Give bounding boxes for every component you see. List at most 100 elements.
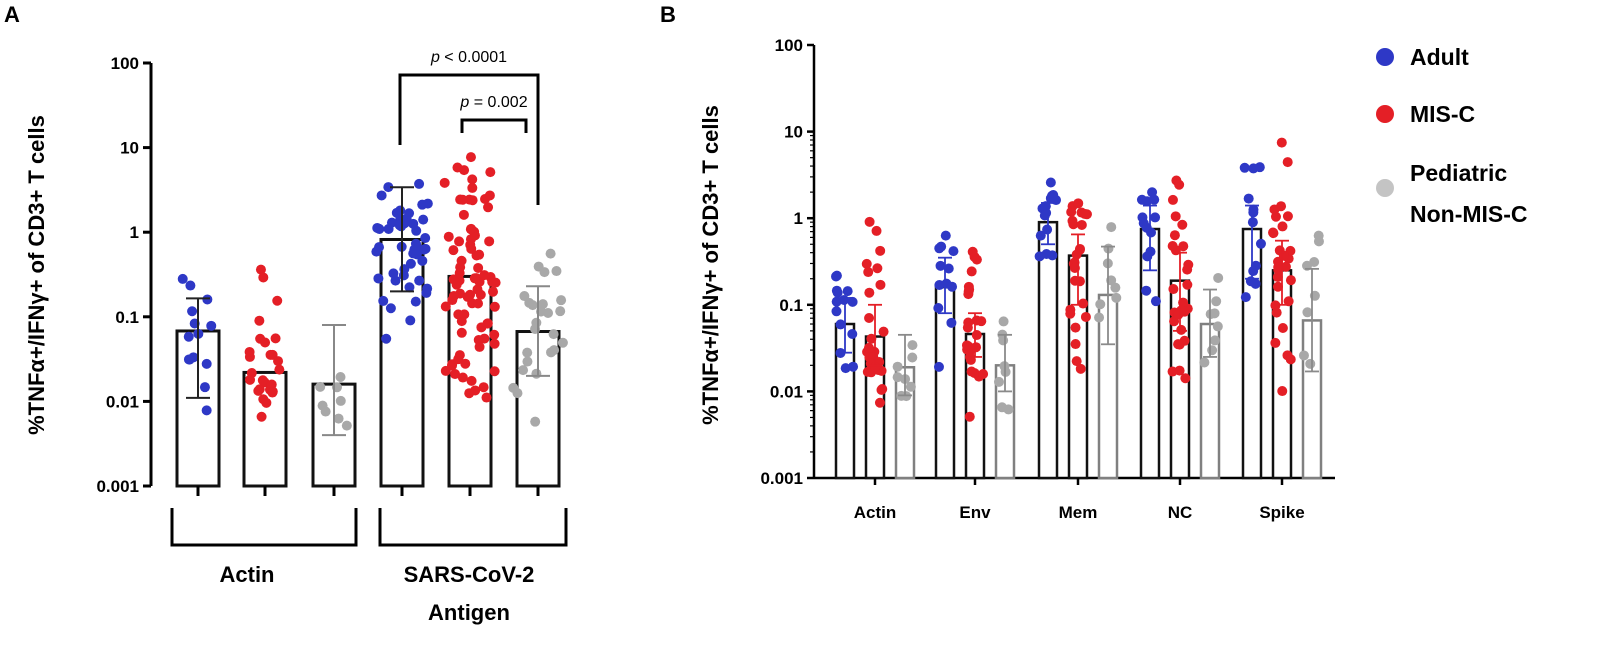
panel-a-label: A <box>4 2 20 27</box>
panel-b-point <box>907 352 918 363</box>
panel-b-point <box>1285 275 1296 286</box>
panel-a-point <box>479 270 490 281</box>
panel-a-point <box>335 372 346 383</box>
panel-a-point <box>374 242 385 253</box>
panel-b-point <box>934 243 945 254</box>
panel-a-point <box>489 338 500 349</box>
panel-a-point <box>201 405 212 416</box>
panel-a-point <box>469 273 480 284</box>
panel-a-y-tick-label: 100 <box>111 54 139 73</box>
panel-b-point <box>1255 238 1266 249</box>
panel-b-point <box>875 245 886 256</box>
panel-a-y-tick-label: 10 <box>120 139 139 158</box>
panel-b-point <box>1298 350 1309 361</box>
panel-a-point <box>185 280 196 291</box>
panel-a-point <box>333 413 344 424</box>
panel-b-point <box>1250 278 1261 289</box>
panel-a-group-bracket-actin <box>170 508 358 547</box>
panel-a-point <box>260 337 271 348</box>
panel-a-point <box>448 290 459 301</box>
panel-a-point <box>258 272 269 283</box>
panel-b-x-tick-label: NC <box>1168 503 1193 522</box>
panel-b-point <box>831 271 842 282</box>
panel-b-point <box>948 246 959 257</box>
panel-a-point <box>466 243 477 254</box>
panel-a-point <box>481 392 492 403</box>
panel-b-point <box>1150 212 1161 223</box>
panel-b-point <box>1243 193 1254 204</box>
panel-a-point <box>395 205 406 216</box>
panel-a-point <box>244 374 255 385</box>
panel-b-point <box>1248 266 1259 277</box>
panel-b-point <box>947 281 958 292</box>
panel-b-point <box>966 366 977 377</box>
panel-a-point <box>453 354 464 365</box>
panel-b-point <box>1076 219 1087 230</box>
panel-a-point <box>522 347 533 358</box>
panel-b-point <box>1167 194 1178 205</box>
panel-a-point <box>273 356 284 367</box>
panel-a-y-tick-label: 0.01 <box>106 392 139 411</box>
panel-a-point <box>482 318 493 329</box>
legend-pediatric-label-line1: Pediatric <box>1410 160 1507 186</box>
panel-b-point <box>1137 212 1148 223</box>
panel-a-y-tick-label: 0.001 <box>96 477 139 496</box>
panel-b-point <box>892 361 903 372</box>
panel-b-point <box>940 230 951 241</box>
panel-a-point <box>485 167 496 178</box>
panel-b-point <box>1168 284 1179 295</box>
panel-b-point <box>1073 198 1084 209</box>
panel-b-point <box>978 369 989 380</box>
panel-a-significance-bracket-2 <box>460 118 528 133</box>
panel-a-point <box>335 395 346 406</box>
panel-b-point <box>847 296 858 307</box>
panel-a-point <box>417 199 428 210</box>
panel-a-point <box>508 382 519 393</box>
panel-b-point <box>1066 207 1077 218</box>
panel-a-point <box>474 341 485 352</box>
panel-a-point <box>408 218 419 229</box>
panel-b-point <box>962 322 973 333</box>
panel-a-point <box>404 282 415 293</box>
panel-b-point <box>964 411 975 422</box>
panel-a-point <box>546 347 557 358</box>
panel-a-point <box>557 337 568 348</box>
panel-a-point <box>385 303 396 314</box>
panel-b-point <box>1095 299 1106 310</box>
legend-pediatric-marker <box>1376 179 1394 197</box>
panel-a-point <box>381 333 392 344</box>
panel-b-point <box>864 312 875 323</box>
legend-misc-label: MIS-C <box>1410 101 1475 127</box>
panel-b-point <box>907 340 918 351</box>
panel-b-point <box>1150 296 1161 307</box>
panel-a-point <box>253 385 264 396</box>
panel-a-point <box>448 274 459 285</box>
panel-a-point <box>383 182 394 193</box>
panel-a-point <box>454 236 465 247</box>
panel-a-group-label-antigen: Antigen <box>428 600 510 625</box>
panel-a-point <box>548 329 559 340</box>
panel-a-point <box>530 416 541 427</box>
panel-a-point <box>420 233 431 244</box>
panel-a-point <box>439 177 450 188</box>
panel-b-point <box>933 361 944 372</box>
panel-a-point <box>440 301 451 312</box>
panel-a-point <box>489 329 500 340</box>
panel-a-chart: 0.001 0.01 0.1 1 10 100 %TNFα+/IFNγ+ of CD3+ T… <box>24 49 568 625</box>
panel-b-point <box>1272 272 1283 283</box>
panel-a-point <box>177 273 188 284</box>
panel-b-point <box>835 319 846 330</box>
panel-b-point <box>1067 215 1078 226</box>
panel-b-point <box>1282 157 1293 168</box>
panel-a-point <box>518 365 529 376</box>
panel-a-bar <box>242 370 288 488</box>
panel-a-point <box>551 266 562 277</box>
panel-a-point <box>257 375 268 386</box>
panel-b-chart: 0.001 0.01 0.1 1 10 100 %TNFα+/IFNγ+ of CD3+ T… <box>698 36 1335 522</box>
panel-b-point <box>1047 250 1058 261</box>
panel-b-point <box>1277 322 1288 333</box>
panel-a-point <box>378 295 389 306</box>
panel-a-point <box>183 354 194 365</box>
panel-a-point <box>527 300 538 311</box>
panel-b-point <box>1182 264 1193 275</box>
